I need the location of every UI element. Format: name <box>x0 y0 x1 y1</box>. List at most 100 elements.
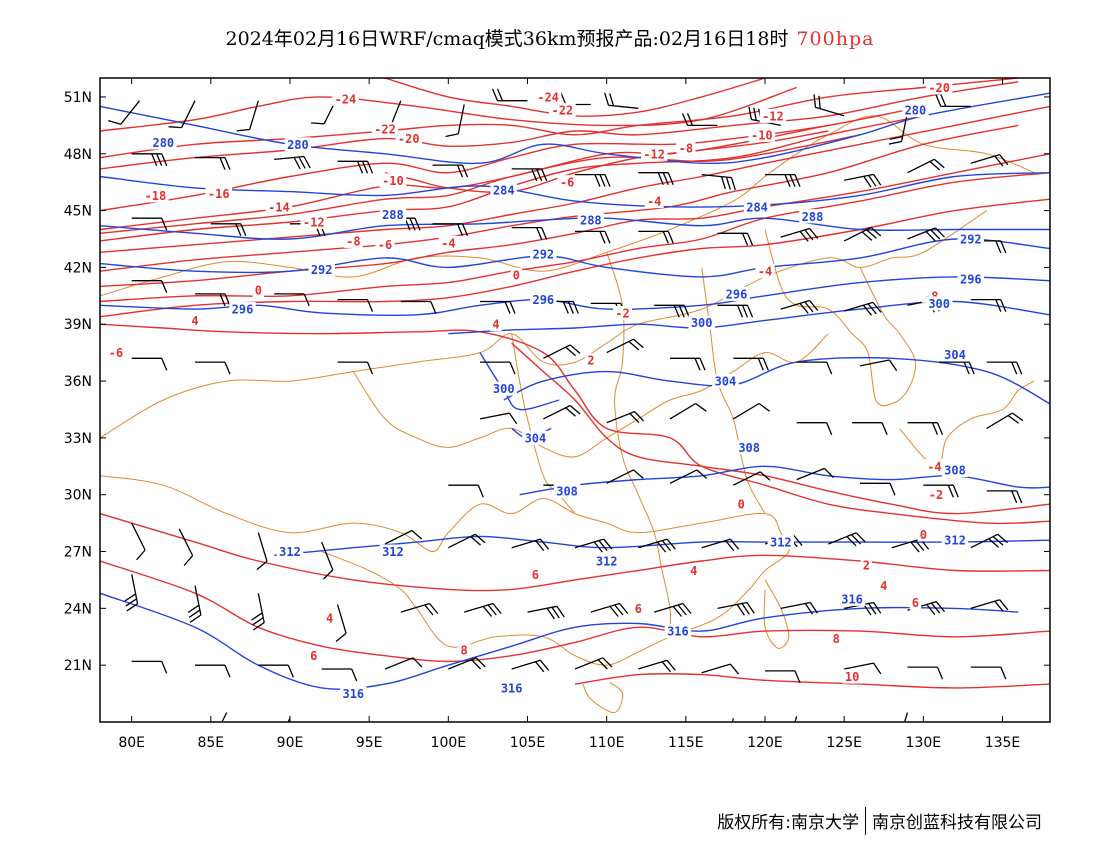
temperature-contour-label: -6 <box>109 346 123 360</box>
wind-barb <box>195 293 231 307</box>
temperature-contour-label: -26 <box>498 68 520 82</box>
wind-barb <box>575 173 611 187</box>
copyright-label: 版权所有: <box>717 813 791 833</box>
wind-barb <box>195 664 231 678</box>
boundary-line <box>606 252 672 637</box>
temperature-contour-label: 0 <box>738 498 745 512</box>
wind-barb <box>939 361 975 375</box>
boundary-line <box>352 333 829 458</box>
wind-barb <box>195 156 231 170</box>
contour-label-bg <box>593 554 620 568</box>
temperature-contour-label: 4 <box>690 564 697 578</box>
wind-barb <box>187 585 202 623</box>
wind-barb <box>669 402 707 420</box>
contour-label-bg <box>529 567 542 582</box>
latitude-axis: 51N 48N 45N 42N 39N 36N 33N 30N 27N 24N 21N <box>64 90 1050 674</box>
contour-label-bg <box>755 264 775 279</box>
contour-label-bg <box>917 527 930 542</box>
wind-barb <box>654 602 692 617</box>
contour-label-bg <box>743 199 771 214</box>
wind-barb <box>479 412 518 425</box>
wind-barb <box>511 226 548 240</box>
temperature-contour-label: -10 <box>751 128 773 142</box>
wind-barb <box>251 593 265 631</box>
contour-label-bg <box>530 247 557 262</box>
height-contour-label: 280 <box>152 136 174 150</box>
contour-label-bg <box>830 631 842 646</box>
wind-barb <box>543 344 581 359</box>
lon-tick-label: 105E <box>510 735 546 751</box>
contour-label-bg <box>379 207 407 222</box>
chart-title: 2024年02月16日WRF/cmaq模式36km预报产品:02月16日18时 7… <box>0 24 1100 51</box>
wind-barb <box>765 173 801 187</box>
height-contour-label: 292 <box>960 233 982 247</box>
wind-barb <box>907 227 945 242</box>
contour-label-bg <box>664 624 692 639</box>
wind-barb <box>432 164 469 178</box>
wind-barb <box>860 482 896 496</box>
wind-barb <box>400 602 439 616</box>
temperature-contour-label: -10 <box>382 174 404 188</box>
wind-barb <box>903 712 909 722</box>
temperature-contour-label: -2 <box>929 488 943 502</box>
temperature-contour-label: -16 <box>208 187 230 201</box>
height-contour-label: 292 <box>311 263 333 277</box>
lat-tick-label: 51N <box>64 90 92 106</box>
contour-label-bg <box>957 271 985 286</box>
temperature-contour-label: -4 <box>441 236 455 250</box>
wind-barb <box>590 602 629 617</box>
contour-label-bg <box>522 430 549 445</box>
wind-barb <box>195 361 231 375</box>
height-contour-label: 280 <box>905 104 927 118</box>
wind-barb <box>574 657 613 670</box>
wind-barb <box>970 298 1007 312</box>
wind-barb <box>780 227 819 242</box>
contour-label-bg <box>276 544 304 559</box>
contour-label-bg <box>229 302 256 317</box>
temperature-contour <box>100 105 1050 253</box>
contour-label-bg <box>735 497 747 512</box>
boundary-line <box>582 681 624 714</box>
boundary-line <box>100 475 790 666</box>
wind-barb <box>448 657 486 670</box>
wind-barb <box>970 153 1009 167</box>
wind-barb <box>480 361 516 375</box>
wind-barb <box>131 280 168 293</box>
lat-tick-label: 42N <box>64 260 92 276</box>
lon-tick-label: 95E <box>356 735 383 751</box>
height-contour-label: 292 <box>532 248 554 262</box>
lon-tick-label: 110E <box>589 735 625 751</box>
wind-barb <box>491 88 528 102</box>
contour-label-bg <box>379 173 407 188</box>
contour-label-bg <box>252 283 265 298</box>
lat-tick-label: 39N <box>64 317 92 333</box>
temperature-contour-label: 6 <box>532 568 539 582</box>
lat-tick-label: 48N <box>64 147 92 163</box>
height-contour <box>100 238 1050 278</box>
wind-barb <box>131 522 146 561</box>
temperature-contour-label: -2 <box>615 306 629 320</box>
height-contour-label: 304 <box>715 375 737 389</box>
lon-tick-label: 130E <box>906 735 942 751</box>
wind-barb <box>480 300 516 314</box>
contour-label-bg <box>300 214 327 229</box>
temperature-contour <box>511 342 1050 515</box>
wind-barb <box>935 94 971 108</box>
temperature-contour-label: 0 <box>513 268 520 282</box>
contour-label-bg <box>924 459 944 474</box>
contour-label-bg <box>340 686 367 701</box>
wind-barb <box>168 100 196 129</box>
temperature-contour-label: -24 <box>537 90 559 104</box>
height-contour-label: 284 <box>746 200 768 214</box>
temperature-contour-label: 4 <box>880 579 887 593</box>
height-contour-label: 300 <box>928 297 950 311</box>
temperature-contour <box>100 81 1019 170</box>
contour-label-bg <box>860 557 873 572</box>
wind-barb <box>604 92 639 109</box>
height-contour-label: 304 <box>525 431 547 445</box>
temperature-contour <box>100 198 1050 318</box>
wind-barb <box>638 538 676 553</box>
wind-barb <box>335 604 347 643</box>
height-contour-label: 316 <box>501 681 523 695</box>
boundary-line <box>764 229 917 407</box>
